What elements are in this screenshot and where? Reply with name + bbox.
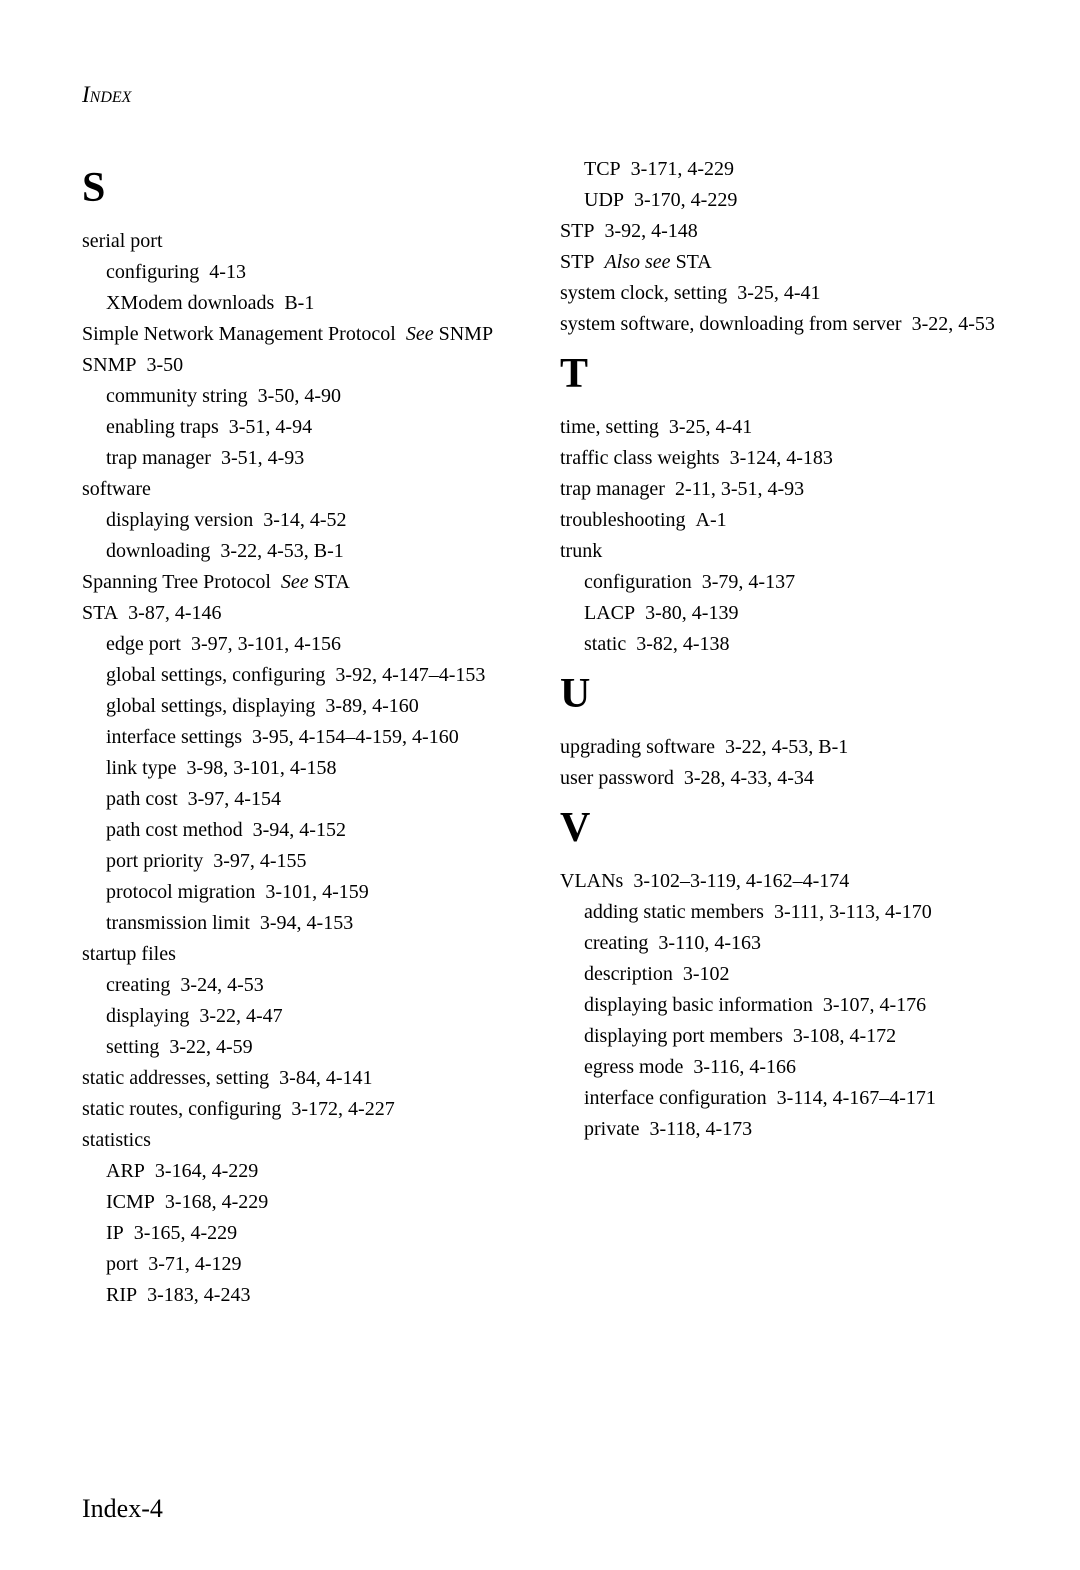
index-entry: community string 3-50, 4-90: [82, 381, 520, 412]
index-entry: TCP 3-171, 4-229: [560, 154, 998, 185]
section-letter: S: [82, 164, 520, 212]
index-entry: SNMP 3-50: [82, 350, 520, 381]
index-entry: traffic class weights 3-124, 4-183: [560, 443, 998, 474]
index-columns: Sserial portconfiguring 4-13XModem downl…: [82, 154, 998, 1311]
index-entry: setting 3-22, 4-59: [82, 1032, 520, 1063]
index-entry: creating 3-24, 4-53: [82, 970, 520, 1001]
index-entry: static 3-82, 4-138: [560, 629, 998, 660]
index-entry: global settings, displaying 3-89, 4-160: [82, 691, 520, 722]
index-entry: static addresses, setting 3-84, 4-141: [82, 1063, 520, 1094]
index-entry: displaying 3-22, 4-47: [82, 1001, 520, 1032]
index-entry: system software, downloading from server…: [560, 309, 998, 340]
index-entry: creating 3-110, 4-163: [560, 928, 998, 959]
index-entry: displaying basic information 3-107, 4-17…: [560, 990, 998, 1021]
index-entry: software: [82, 474, 520, 505]
index-entry: adding static members 3-111, 3-113, 4-17…: [560, 897, 998, 928]
index-entry: Simple Network Management Protocol See S…: [82, 319, 520, 350]
index-entry: global settings, configuring 3-92, 4-147…: [82, 660, 520, 691]
index-entry: ICMP 3-168, 4-229: [82, 1187, 520, 1218]
index-column-left: Sserial portconfiguring 4-13XModem downl…: [82, 154, 520, 1311]
index-entry: displaying port members 3-108, 4-172: [560, 1021, 998, 1052]
index-entry: XModem downloads B-1: [82, 288, 520, 319]
index-entry: UDP 3-170, 4-229: [560, 185, 998, 216]
index-entry: port priority 3-97, 4-155: [82, 846, 520, 877]
index-entry: STA 3-87, 4-146: [82, 598, 520, 629]
index-entry: upgrading software 3-22, 4-53, B-1: [560, 732, 998, 763]
index-entry: ARP 3-164, 4-229: [82, 1156, 520, 1187]
index-entry: displaying version 3-14, 4-52: [82, 505, 520, 536]
index-entry: RIP 3-183, 4-243: [82, 1280, 520, 1311]
index-entry: system clock, setting 3-25, 4-41: [560, 278, 998, 309]
section-letter: U: [560, 670, 998, 718]
index-entry: edge port 3-97, 3-101, 4-156: [82, 629, 520, 660]
index-entry: STP Also see STA: [560, 247, 998, 278]
index-entry: Spanning Tree Protocol See STA: [82, 567, 520, 598]
index-entry: private 3-118, 4-173: [560, 1114, 998, 1145]
index-entry: link type 3-98, 3-101, 4-158: [82, 753, 520, 784]
index-column-right: TCP 3-171, 4-229UDP 3-170, 4-229STP 3-92…: [560, 154, 998, 1311]
page-footer: Index-4: [82, 1494, 163, 1524]
index-entry: configuring 4-13: [82, 257, 520, 288]
index-entry: interface configuration 3-114, 4-167–4-1…: [560, 1083, 998, 1114]
index-entry: static routes, configuring 3-172, 4-227: [82, 1094, 520, 1125]
index-entry: trap manager 2-11, 3-51, 4-93: [560, 474, 998, 505]
section-letter: V: [560, 804, 998, 852]
index-entry: serial port: [82, 226, 520, 257]
index-entry: description 3-102: [560, 959, 998, 990]
index-entry: time, setting 3-25, 4-41: [560, 412, 998, 443]
index-entry: LACP 3-80, 4-139: [560, 598, 998, 629]
index-entry: transmission limit 3-94, 4-153: [82, 908, 520, 939]
index-entry: trap manager 3-51, 4-93: [82, 443, 520, 474]
index-entry: trunk: [560, 536, 998, 567]
section-letter: T: [560, 350, 998, 398]
index-entry: port 3-71, 4-129: [82, 1249, 520, 1280]
index-entry: protocol migration 3-101, 4-159: [82, 877, 520, 908]
index-entry: downloading 3-22, 4-53, B-1: [82, 536, 520, 567]
index-entry: path cost method 3-94, 4-152: [82, 815, 520, 846]
index-entry: configuration 3-79, 4-137: [560, 567, 998, 598]
index-entry: egress mode 3-116, 4-166: [560, 1052, 998, 1083]
index-entry: startup files: [82, 939, 520, 970]
running-head: Index: [82, 82, 998, 108]
index-entry: IP 3-165, 4-229: [82, 1218, 520, 1249]
index-entry: interface settings 3-95, 4-154–4-159, 4-…: [82, 722, 520, 753]
index-entry: STP 3-92, 4-148: [560, 216, 998, 247]
index-entry: path cost 3-97, 4-154: [82, 784, 520, 815]
index-entry: VLANs 3-102–3-119, 4-162–4-174: [560, 866, 998, 897]
index-entry: troubleshooting A-1: [560, 505, 998, 536]
index-entry: enabling traps 3-51, 4-94: [82, 412, 520, 443]
index-entry: statistics: [82, 1125, 520, 1156]
index-entry: user password 3-28, 4-33, 4-34: [560, 763, 998, 794]
